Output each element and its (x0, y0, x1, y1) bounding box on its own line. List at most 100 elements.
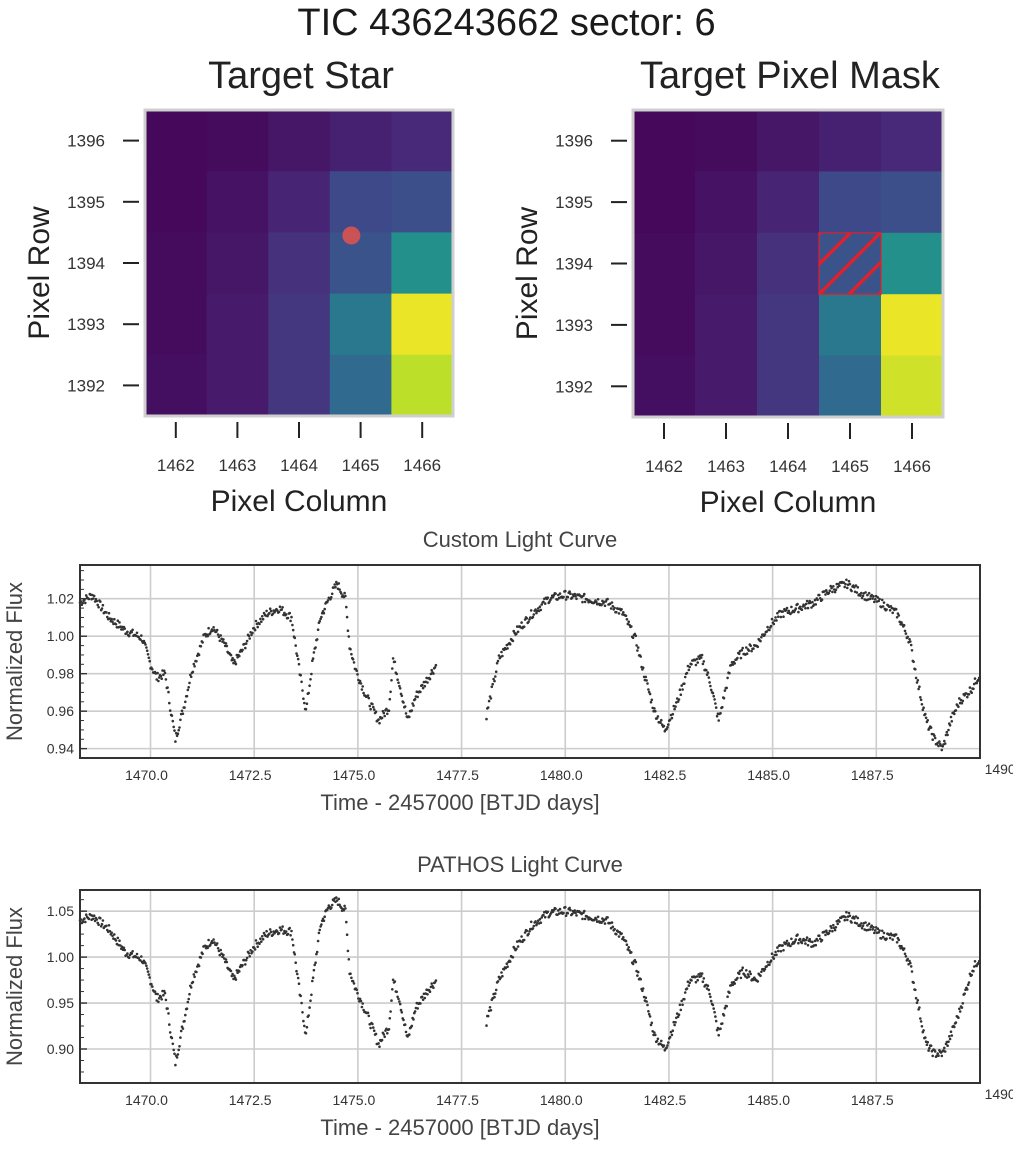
data-point (286, 616, 290, 620)
data-point (639, 977, 642, 981)
data-point (189, 675, 193, 679)
data-point (400, 1011, 404, 1014)
data-point (846, 586, 849, 590)
data-point (539, 921, 543, 924)
data-point (975, 681, 978, 685)
data-point (700, 653, 704, 657)
data-point (259, 617, 262, 621)
data-point (367, 1014, 371, 1018)
data-point (915, 1001, 919, 1004)
data-point (268, 611, 271, 615)
data-point (508, 960, 512, 963)
data-point (305, 702, 309, 705)
data-point (961, 1002, 965, 1005)
data-point (583, 917, 587, 921)
data-point (933, 1050, 937, 1053)
data-point (426, 993, 429, 996)
data-point (798, 937, 802, 941)
data-point (419, 1002, 422, 1005)
data-point (636, 646, 640, 649)
data-point (177, 1048, 180, 1052)
x-tick-label: 1465 (831, 457, 869, 476)
data-point (294, 644, 298, 647)
data-point (827, 932, 831, 935)
data-point (719, 1027, 722, 1030)
data-point (794, 938, 798, 941)
data-point (345, 615, 349, 619)
data-point (393, 660, 397, 664)
data-point (634, 960, 638, 964)
data-point (334, 585, 337, 589)
data-point (872, 595, 875, 598)
data-point (359, 999, 363, 1003)
data-point (873, 600, 876, 604)
data-point (183, 1019, 186, 1023)
data-point (412, 704, 415, 707)
data-point (309, 999, 312, 1002)
data-point (338, 588, 341, 591)
data-point (747, 649, 751, 652)
data-point (206, 634, 209, 638)
data-point (410, 709, 414, 712)
data-point (496, 659, 500, 663)
data-point (569, 908, 572, 912)
data-point (174, 1063, 177, 1067)
data-point (315, 638, 319, 641)
data-point (603, 604, 607, 608)
data-point (321, 917, 325, 921)
data-point (193, 665, 196, 668)
heatmap-cell (881, 355, 944, 418)
data-point (931, 738, 934, 741)
data-point (940, 748, 944, 752)
data-point (624, 614, 628, 618)
data-point (695, 657, 699, 661)
data-point (413, 1010, 417, 1013)
data-point (866, 593, 869, 597)
data-point (490, 685, 494, 689)
data-point (583, 592, 586, 596)
data-point (372, 708, 376, 711)
data-point (241, 964, 244, 967)
data-point (421, 998, 425, 1001)
y-tick-label: 1395 (67, 193, 105, 212)
data-point (311, 979, 314, 983)
y-tick-label: 1.00 (47, 949, 74, 965)
data-point (520, 621, 523, 624)
data-point (647, 1010, 650, 1013)
data-point (708, 992, 711, 996)
data-point (922, 1029, 925, 1032)
data-point (570, 596, 574, 599)
data-point (933, 736, 937, 740)
data-point (372, 1029, 376, 1032)
data-point (769, 959, 773, 962)
heatmap-cell (757, 110, 820, 172)
data-point (644, 675, 648, 679)
data-point (877, 599, 880, 603)
y-tick-label: 0.90 (47, 1041, 74, 1057)
y-tick-label: 0.98 (47, 666, 74, 682)
data-point (253, 948, 257, 951)
data-point (937, 1054, 940, 1057)
data-point (175, 1056, 179, 1059)
data-point (766, 960, 769, 964)
data-point (954, 709, 958, 712)
data-point (775, 619, 778, 622)
data-point (854, 915, 858, 918)
data-point (714, 1019, 718, 1023)
data-point (803, 604, 806, 607)
data-point (314, 961, 317, 964)
data-point (613, 927, 616, 931)
data-point (798, 605, 802, 609)
data-point (909, 961, 912, 965)
data-point (399, 1008, 403, 1012)
y-tick-label: 1392 (555, 377, 593, 396)
data-point (701, 980, 705, 983)
data-point (885, 608, 888, 611)
heatmap-cell (206, 232, 269, 295)
heatmap-cell (391, 232, 454, 295)
data-point (820, 938, 824, 942)
data-point (359, 682, 363, 685)
data-point (241, 648, 244, 652)
data-point (144, 643, 147, 646)
data-point (207, 626, 210, 630)
